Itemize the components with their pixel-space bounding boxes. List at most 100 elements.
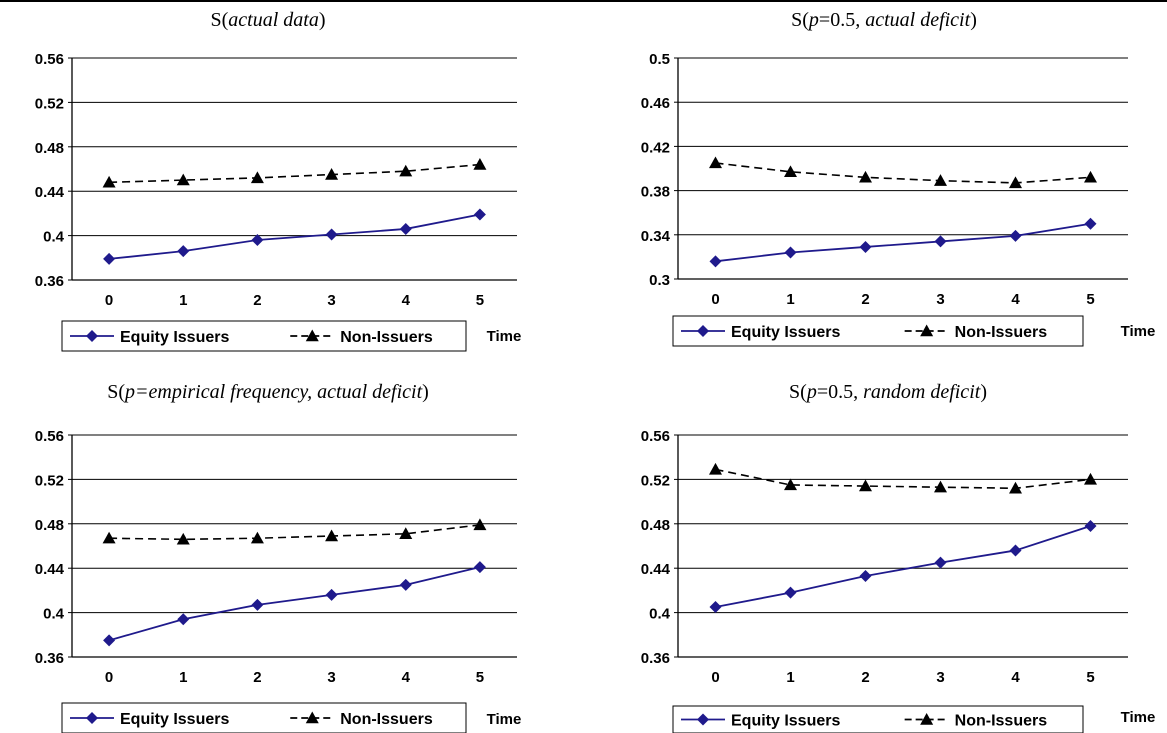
x-tick-label: 2 bbox=[253, 669, 261, 686]
data-point bbox=[709, 255, 722, 268]
data-point bbox=[1009, 176, 1022, 189]
data-point bbox=[784, 165, 797, 178]
series-line-non-issuers bbox=[715, 162, 1091, 184]
y-tick-label: 0.52 bbox=[35, 472, 64, 489]
x-tick-label: 1 bbox=[179, 669, 187, 686]
data-point bbox=[176, 173, 190, 186]
legend-box bbox=[61, 320, 467, 352]
y-tick-label: 0.4 bbox=[43, 229, 65, 246]
legend-label: Non-Issuers bbox=[340, 711, 433, 728]
legend-marker bbox=[920, 713, 934, 725]
chart-title-part: p bbox=[807, 9, 819, 31]
chart-title-part: ) bbox=[970, 9, 977, 31]
data-point bbox=[709, 462, 722, 475]
y-tick-label: 0.34 bbox=[641, 228, 671, 245]
x-tick-label: 5 bbox=[1086, 669, 1094, 686]
data-point bbox=[399, 527, 413, 539]
data-point bbox=[934, 235, 947, 248]
x-tick-label: 2 bbox=[253, 292, 261, 309]
data-point bbox=[1084, 217, 1097, 230]
series-line-non-issuers bbox=[109, 163, 480, 184]
chart-panel-3: S(p=0.5, random deficit) 0.36 0.4 0.44 0.48 0… bbox=[641, 381, 1155, 733]
data-point bbox=[709, 601, 722, 614]
data-point bbox=[1009, 481, 1022, 494]
y-tick-label: 0.38 bbox=[641, 184, 670, 201]
legend-marker bbox=[86, 712, 98, 724]
chart-title: S(p=empirical frequency, actual deficit) bbox=[107, 381, 429, 403]
series-line-non-issuers bbox=[715, 468, 1091, 490]
chart-title-part: p=empirical frequency, actual deficit bbox=[123, 381, 423, 403]
y-tick-label: 0.44 bbox=[35, 561, 65, 578]
data-point bbox=[102, 175, 116, 188]
y-tick-label: 0.48 bbox=[35, 140, 64, 157]
chart-title-part: ) bbox=[980, 381, 987, 403]
x-axis-label: Time bbox=[487, 328, 522, 345]
legend-label: Equity Issuers bbox=[120, 329, 229, 346]
data-point bbox=[1009, 544, 1022, 557]
x-tick-label: 3 bbox=[327, 292, 335, 309]
legend-box bbox=[672, 705, 1084, 733]
data-point bbox=[399, 222, 412, 235]
data-point bbox=[473, 208, 486, 221]
y-tick-label: 0.36 bbox=[35, 650, 64, 667]
x-tick-label: 4 bbox=[1011, 669, 1020, 686]
x-tick-label: 5 bbox=[1086, 291, 1094, 308]
y-tick-label: 0.48 bbox=[35, 517, 64, 534]
data-point bbox=[859, 170, 872, 183]
top-rule bbox=[0, 0, 1167, 2]
legend: Equity Issuers Non-Issuers bbox=[61, 320, 467, 352]
x-tick-label: 4 bbox=[402, 292, 411, 309]
y-tick-label: 0.4 bbox=[43, 606, 65, 623]
data-point bbox=[934, 556, 947, 569]
x-tick-label: 1 bbox=[786, 669, 794, 686]
legend-label: Non-Issuers bbox=[955, 713, 1048, 730]
y-tick-label: 0.42 bbox=[641, 139, 670, 156]
legend-label: Equity Issuers bbox=[120, 711, 229, 728]
data-point bbox=[103, 634, 116, 647]
legend-marker bbox=[920, 324, 934, 337]
data-point bbox=[859, 240, 872, 253]
y-tick-label: 0.44 bbox=[35, 184, 65, 201]
x-tick-label: 3 bbox=[936, 669, 944, 686]
chart-title-part: S( bbox=[107, 381, 125, 403]
y-tick-label: 0.46 bbox=[641, 95, 670, 112]
series-line-equity-issuers bbox=[715, 222, 1091, 263]
data-point bbox=[784, 586, 797, 599]
series-line-non-issuers bbox=[109, 524, 481, 541]
data-point bbox=[325, 529, 339, 542]
chart-panel-0: S(actual data) 0.36 0.4 0.44 0.48 0.52 0.56 0 1 2… bbox=[35, 9, 522, 352]
x-tick-label: 4 bbox=[402, 669, 411, 686]
data-point bbox=[784, 246, 797, 259]
chart-title: S(actual data) bbox=[210, 9, 325, 31]
y-tick-label: 0.36 bbox=[641, 650, 670, 667]
data-point bbox=[1009, 229, 1022, 242]
y-tick-label: 0.5 bbox=[649, 51, 670, 68]
data-point bbox=[859, 479, 872, 492]
data-point bbox=[103, 252, 116, 265]
data-point bbox=[934, 480, 947, 493]
series-line-equity-issuers bbox=[108, 213, 481, 260]
data-point bbox=[1084, 170, 1097, 183]
chart-title-part: =0.5, bbox=[817, 381, 863, 403]
x-tick-label: 2 bbox=[861, 669, 869, 686]
y-tick-label: 0.56 bbox=[35, 51, 64, 68]
x-tick-label: 5 bbox=[476, 292, 484, 309]
legend-marker bbox=[305, 329, 319, 342]
legend-label: Non-Issuers bbox=[340, 329, 433, 346]
chart-title-part: ) bbox=[319, 9, 326, 31]
legend-label: Non-Issuers bbox=[955, 324, 1048, 341]
series-line-equity-issuers bbox=[108, 566, 481, 642]
chart-title: S(p=0.5, actual deficit) bbox=[791, 9, 977, 31]
legend-marker bbox=[697, 325, 709, 337]
chart-title-part: random deficit bbox=[863, 381, 981, 403]
legend-label: Equity Issuers bbox=[731, 713, 840, 730]
x-tick-label: 3 bbox=[936, 291, 944, 308]
x-tick-label: 1 bbox=[786, 291, 794, 308]
y-tick-label: 0.56 bbox=[35, 428, 64, 445]
data-point bbox=[250, 171, 264, 184]
legend-label: Equity Issuers bbox=[731, 324, 840, 341]
data-point bbox=[325, 228, 338, 241]
y-tick-label: 0.36 bbox=[35, 273, 64, 290]
data-point bbox=[250, 531, 264, 544]
